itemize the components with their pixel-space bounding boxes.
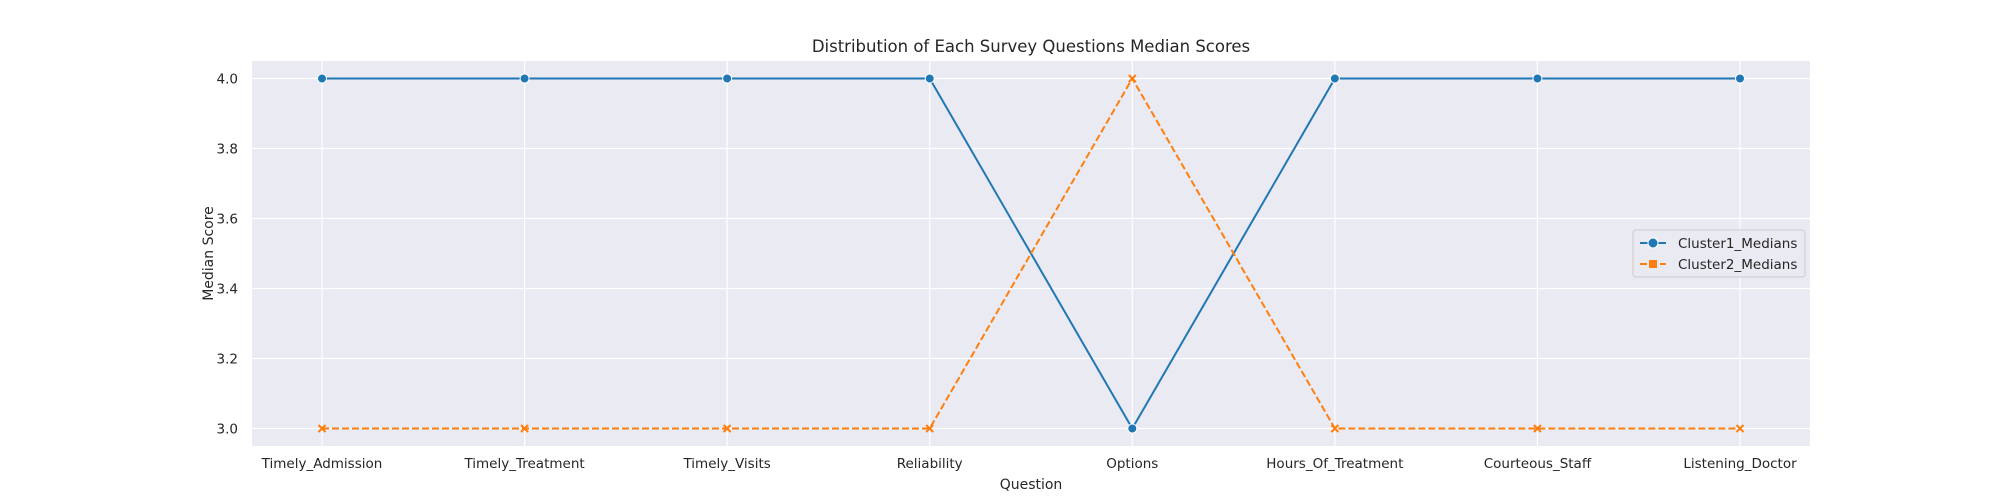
data-point (1533, 424, 1542, 433)
data-point (1735, 424, 1745, 433)
data-point (1330, 424, 1340, 433)
series-layer (317, 73, 1745, 434)
x-tick-label: Timely_Admission (261, 456, 383, 472)
data-point (1735, 73, 1745, 84)
x-tick-label: Reliability (897, 456, 963, 472)
x-tick-label: Hours_Of_Treatment (1266, 456, 1403, 472)
legend-marker (1649, 260, 1657, 268)
legend-label: Cluster2_Medians (1678, 257, 1797, 273)
data-point (1128, 74, 1137, 83)
y-tick-label: 3.2 (217, 352, 238, 368)
x-tick-label: Timely_Treatment (463, 456, 584, 472)
y-axis-label: Median Score (201, 206, 217, 301)
x-tick-label: Listening_Doctor (1683, 456, 1797, 472)
legend-item: Cluster1_Medians (1640, 236, 1797, 252)
y-tick-label: 3.0 (217, 422, 238, 438)
y-tick-labels: 3.0 3.2 3.4 3.6 3.8 4.0 (217, 72, 238, 438)
series-2 (317, 74, 1745, 433)
data-point (317, 424, 327, 433)
series-line (322, 77, 1740, 431)
data-point (1532, 73, 1543, 84)
y-tick-label: 3.8 (217, 142, 238, 158)
grid-lines (252, 61, 1810, 446)
y-tick-label: 3.4 (217, 282, 238, 298)
legend-label: Cluster1_Medians (1678, 236, 1797, 252)
y-tick-label: 4.0 (217, 72, 238, 88)
legend: Cluster1_Medians Cluster2_Medians (1632, 229, 1806, 278)
data-point (722, 424, 732, 433)
data-point (1329, 73, 1340, 84)
x-tick-labels: Timely_Admission Timely_Treatment Timely_V… (261, 456, 1797, 472)
chart-title: Distribution of Each Survey Questions Me… (812, 37, 1250, 56)
data-point (317, 73, 327, 84)
legend-item: Cluster2_Medians (1640, 257, 1797, 273)
x-axis-label: Question (1000, 477, 1063, 493)
x-tick-label: Courteous_Staff (1484, 456, 1592, 472)
series-1 (317, 73, 1745, 434)
data-point (519, 73, 530, 84)
data-point (520, 424, 529, 433)
data-point (722, 73, 733, 84)
data-point (924, 73, 935, 84)
legend-frame (1632, 229, 1806, 278)
legend-marker (1647, 237, 1659, 249)
data-point (1127, 423, 1138, 434)
x-tick-label: Timely_Visits (682, 456, 770, 472)
data-point (925, 424, 934, 433)
y-tick-label: 3.6 (217, 212, 238, 228)
series-line (322, 76, 1740, 430)
x-tick-label: Options (1106, 456, 1158, 472)
